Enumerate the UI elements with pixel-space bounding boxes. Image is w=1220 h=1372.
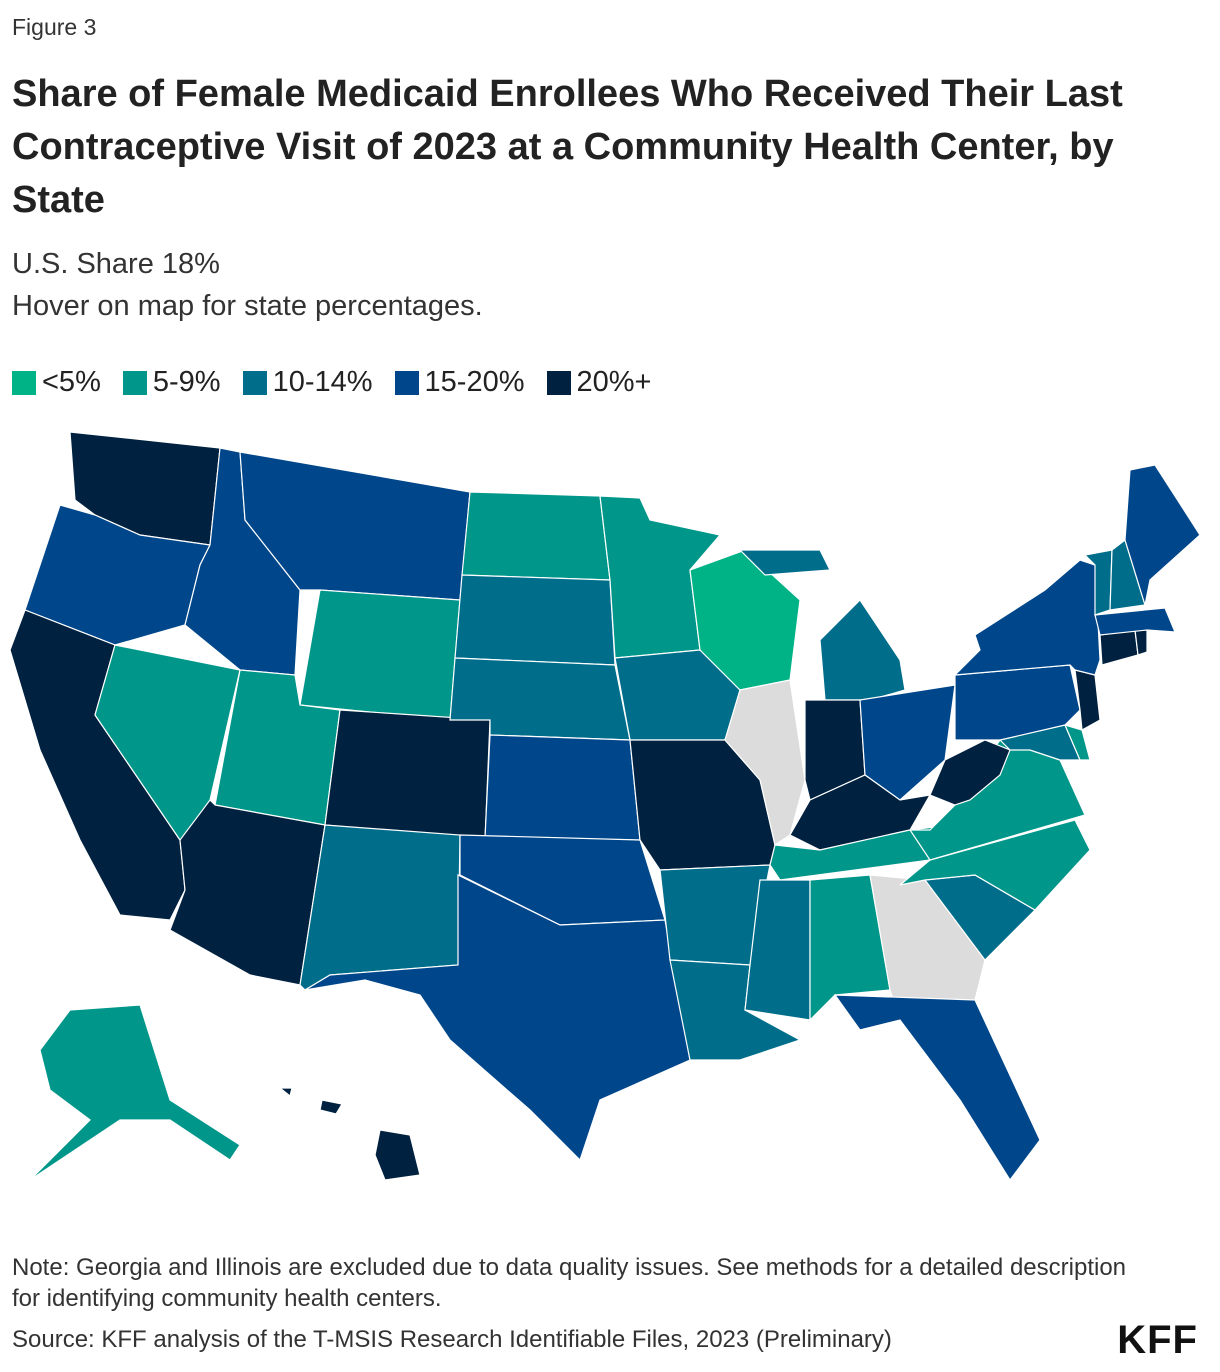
legend-item-20plus: 20%+	[546, 366, 652, 399]
legend-swatch	[122, 370, 147, 395]
state-de[interactable]	[1063, 724, 1091, 761]
state-sd[interactable]	[454, 574, 616, 666]
state-pa[interactable]	[954, 664, 1081, 741]
legend-item-lt5: <5%	[12, 366, 101, 399]
state-ma[interactable]	[1094, 607, 1176, 636]
state-nj[interactable]	[1074, 669, 1101, 731]
legend-label: 5-9%	[152, 366, 221, 398]
legend-swatch	[242, 370, 267, 395]
chart-source: Source: KFF analysis of the T-MSIS Resea…	[12, 1326, 892, 1353]
figure-label: Figure 3	[12, 14, 97, 40]
us-share-subtitle: U.S. Share 18%	[12, 248, 220, 280]
state-al[interactable]	[809, 874, 891, 1022]
state-il[interactable]	[724, 679, 806, 846]
legend: <5% 5-9% 10-14% 15-20% 20%+	[12, 366, 651, 399]
state-nm[interactable]	[299, 824, 461, 991]
state-fl[interactable]	[833, 994, 1041, 1182]
state-ct[interactable]	[1099, 629, 1139, 666]
legend-label: <5%	[42, 366, 101, 398]
kff-logo: KFF	[1117, 1318, 1198, 1362]
legend-item-15-20: 15-20%	[394, 366, 525, 399]
state-ks[interactable]	[484, 734, 641, 841]
us-choropleth-map	[0, 420, 1220, 1200]
chart-title: Share of Female Medicaid Enrollees Who R…	[12, 73, 1123, 221]
legend-item-5-9: 5-9%	[122, 366, 221, 399]
state-nd[interactable]	[461, 491, 611, 581]
legend-item-10-14: 10-14%	[242, 366, 373, 399]
state-hi[interactable]	[278, 1087, 421, 1181]
state-wy[interactable]	[299, 589, 461, 721]
legend-swatch	[546, 370, 571, 395]
legend-label: 20%+	[576, 366, 652, 398]
state-ny[interactable]	[953, 559, 1101, 676]
hover-instruction: Hover on map for state percentages.	[12, 290, 483, 322]
state-oh[interactable]	[859, 684, 956, 801]
chart-note: Note: Georgia and Illinois are excluded …	[12, 1254, 1127, 1312]
legend-swatch	[12, 370, 36, 395]
state-co[interactable]	[324, 709, 491, 841]
legend-label: 15-20%	[424, 366, 525, 398]
legend-label: 10-14%	[272, 366, 373, 398]
state-nc[interactable]	[899, 819, 1091, 911]
map-svg	[9, 431, 1201, 1182]
legend-swatch	[394, 370, 419, 395]
state-az[interactable]	[169, 799, 326, 986]
state-me[interactable]	[1124, 464, 1201, 606]
state-ak[interactable]	[29, 1004, 241, 1181]
state-wv[interactable]	[929, 739, 1011, 806]
state-vt[interactable]	[1083, 549, 1113, 616]
